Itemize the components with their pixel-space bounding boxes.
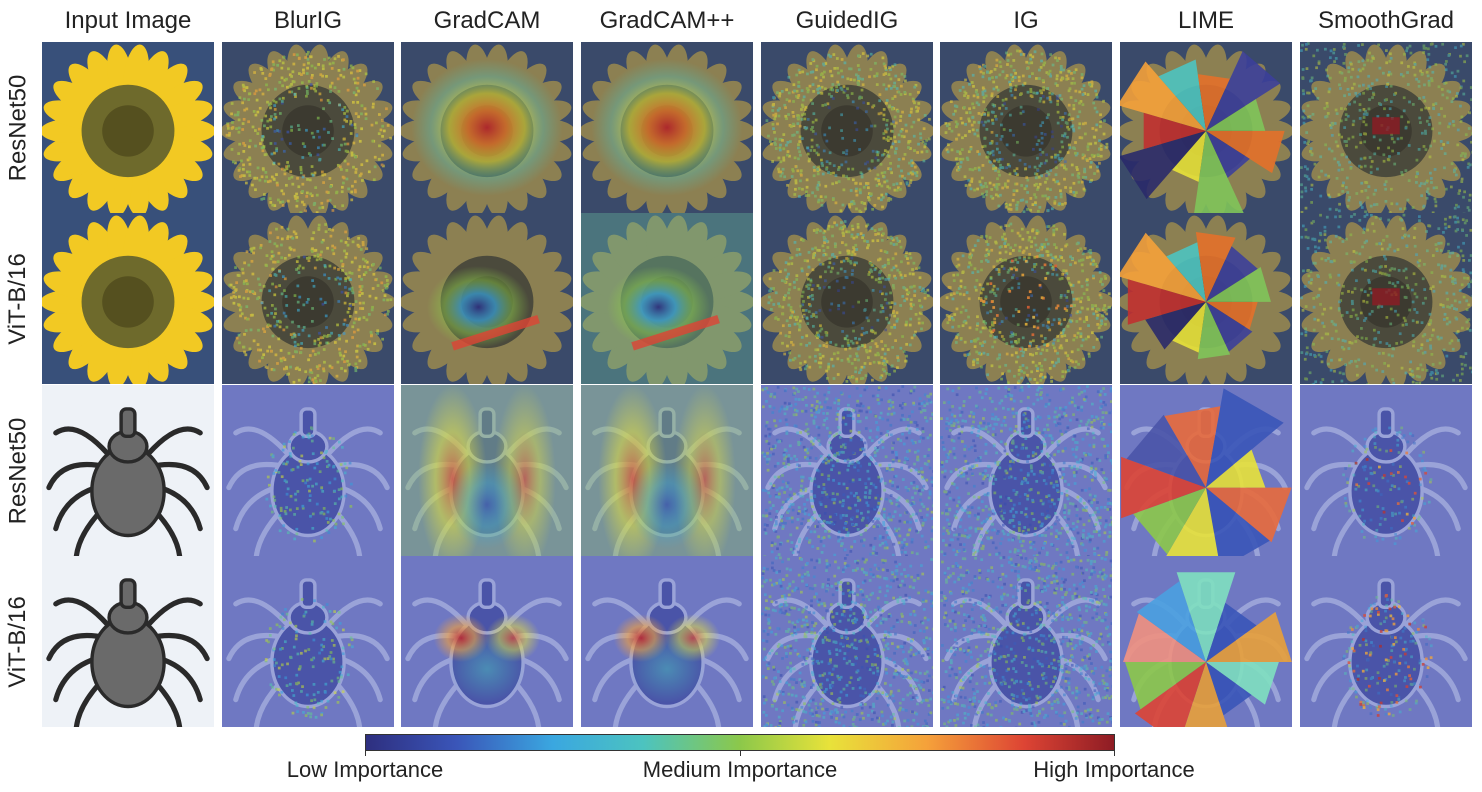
colorbar-label-low: Low Importance: [286, 757, 444, 782]
tile-tick-resnet50-ig: [940, 385, 1112, 556]
tile-tick-vit-lime: [1120, 556, 1292, 727]
tile-sunflower-resnet50-blurig: [222, 42, 394, 213]
tile-tick-vit-blurig: [222, 556, 394, 727]
tile-sunflower-vit-guidedig: [761, 213, 933, 384]
column-header-blurig: BlurIG: [273, 7, 342, 34]
row-label-tick-vit: ViT-B/16: [4, 595, 32, 688]
colorbar-label-mid: Medium Importance: [642, 757, 838, 782]
tile-sunflower-vit-gradcam-plus-plus: [581, 213, 753, 384]
column-header-lime: LIME: [1177, 7, 1234, 34]
tile-tick-resnet50-lime: [1120, 385, 1292, 556]
tile-tick-resnet50-blurig: [222, 385, 394, 556]
tile-tick-vit-gradcam-plus-plus: [581, 556, 753, 727]
tile-sunflower-resnet50-input: [42, 42, 214, 213]
tile-sunflower-resnet50-smoothgrad: [1300, 42, 1472, 213]
row-label-sunflower-resnet50: ResNet50: [4, 74, 32, 181]
column-header-gradcam: GradCAM: [433, 7, 541, 34]
column-header-guidedig: GuidedIG: [795, 7, 899, 34]
tile-sunflower-vit-gradcam: [401, 213, 573, 384]
tile-tick-resnet50-smoothgrad: [1300, 385, 1472, 556]
colorbar-tick-low: [365, 751, 366, 756]
tile-sunflower-vit-smoothgrad: [1300, 213, 1472, 384]
column-header-input-image: Input Image: [64, 7, 192, 34]
tile-tick-vit-guidedig: [761, 556, 933, 727]
colorbar-tick-high: [1114, 751, 1115, 756]
column-header-smoothgrad: SmoothGrad: [1317, 7, 1455, 34]
tile-sunflower-resnet50-gradcam-plus-plus: [581, 42, 753, 213]
colorbar-tick-mid: [740, 751, 741, 756]
tile-sunflower-resnet50-ig: [940, 42, 1112, 213]
colorbar-label-high: High Importance: [1033, 757, 1195, 782]
importance-colorbar: [365, 734, 1115, 751]
row-label-tick-resnet50: ResNet50: [4, 417, 32, 524]
tile-sunflower-vit-lime: [1120, 213, 1292, 384]
tile-sunflower-resnet50-gradcam: [401, 42, 573, 213]
tile-sunflower-resnet50-lime: [1120, 42, 1292, 213]
tile-tick-resnet50-guidedig: [761, 385, 933, 556]
tile-sunflower-resnet50-guidedig: [761, 42, 933, 213]
tile-sunflower-vit-blurig: [222, 213, 394, 384]
tile-sunflower-vit-ig: [940, 213, 1112, 384]
tile-tick-vit-gradcam: [401, 556, 573, 727]
tile-tick-vit-input: [42, 556, 214, 727]
column-header-ig: IG: [1013, 7, 1039, 34]
tile-sunflower-vit-input: [42, 213, 214, 384]
tile-tick-vit-ig: [940, 556, 1112, 727]
tile-tick-resnet50-gradcam: [401, 385, 573, 556]
tile-tick-resnet50-input: [42, 385, 214, 556]
column-header-gradcam-plus-plus: GradCAM++: [599, 7, 735, 34]
tile-tick-resnet50-gradcam-plus-plus: [581, 385, 753, 556]
row-label-sunflower-vit: ViT-B/16: [4, 252, 32, 345]
tile-tick-vit-smoothgrad: [1300, 556, 1472, 727]
